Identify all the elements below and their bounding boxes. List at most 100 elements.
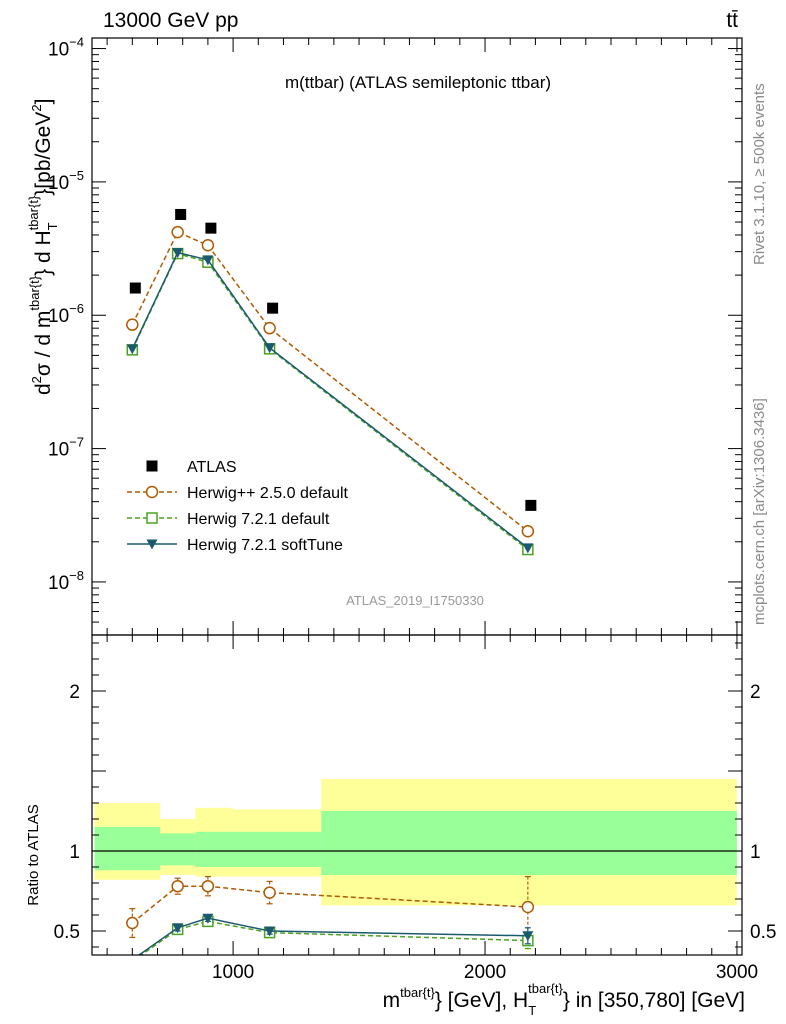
series-main-2 <box>126 248 534 554</box>
legend: ATLAS Herwig++ 2.5.0 default Herwig 7.2.1 … <box>127 459 349 554</box>
x-label-a-sup: tbar{t} <box>400 985 435 1000</box>
ratio-point-2-2 <box>202 913 214 924</box>
band-inner-4 <box>321 811 737 875</box>
ratio-point-0-1 <box>171 879 184 893</box>
x-label-b-sup: tbar{t} <box>528 981 563 996</box>
series-ratio-0 <box>126 875 535 939</box>
y-label-a: d <box>32 383 55 395</box>
series-2-point-4 <box>522 543 534 554</box>
y-label-d: }[pb/GeV <box>32 112 55 196</box>
side-label-bottom: mcplots.cern.ch [arXiv:1306.3436] <box>751 398 768 625</box>
header-right-label: tt̄ <box>726 9 738 32</box>
y-tick-label-exp-1: −7 <box>69 435 84 450</box>
data-point-2 <box>205 222 217 234</box>
data-point-0 <box>129 282 141 294</box>
x-label-b-sub: T <box>528 1003 536 1018</box>
ratio-point-0-3 <box>263 886 276 899</box>
band-inner-1 <box>160 833 196 866</box>
y-tick-label-0: 10−8 <box>48 568 84 594</box>
y-label-a-sup: 2 <box>29 376 44 383</box>
y-label-b: σ / d m <box>32 311 55 376</box>
y-label-e: ] <box>32 99 55 105</box>
y-tick-label-exp-2: −6 <box>69 301 84 316</box>
ratio-point-2-3 <box>264 926 276 937</box>
band-inner-0 <box>94 827 161 871</box>
data-points <box>129 208 537 511</box>
y-tick-label-4: 10−4 <box>48 35 84 61</box>
y-tick-label-exp-3: −5 <box>69 168 84 183</box>
band-inner-2 <box>195 831 234 867</box>
series-main-1 <box>126 247 534 556</box>
ratio-line-1 <box>140 920 528 955</box>
x-axis-label: mtbar{t}} [GeV], HTtbar{t}} in [350,780]… <box>383 981 745 1018</box>
data-point-3 <box>267 302 279 314</box>
chart-title: m(ttbar) (ATLAS semileptonic ttbar) <box>285 73 551 92</box>
ratio-point-0-0 <box>126 916 139 930</box>
ratio-bands <box>94 779 737 906</box>
legend-label-3: Herwig 7.2.1 softTune <box>187 537 343 554</box>
legend-marker-1 <box>145 485 159 499</box>
ratio-frame <box>91 634 743 956</box>
y-tick-label-base-1: 10 <box>48 440 69 461</box>
legend-entry-1: Herwig++ 2.5.0 default <box>127 485 349 502</box>
y-tick-label-base-0: 10 <box>48 573 69 594</box>
ratio-point-2-1 <box>172 923 184 934</box>
legend-entry-3: Herwig 7.2.1 softTune <box>127 537 343 554</box>
y-tick-label-exp-0: −8 <box>69 568 84 583</box>
series-main-0 <box>126 225 535 538</box>
data-point-1 <box>175 208 187 220</box>
series-0-point-0 <box>126 318 139 331</box>
series-0-point-4 <box>521 524 535 538</box>
ratio-tick-label-right-1: 1 <box>750 842 761 863</box>
series-0-point-2 <box>201 238 215 252</box>
ratio-tick-label-right-2: 2 <box>750 682 761 703</box>
y-tick-label-base-2: 10 <box>48 306 69 327</box>
x-label-a: m <box>383 989 401 1012</box>
series-0-point-1 <box>171 225 184 239</box>
y-label-c-sup: tbar{t} <box>26 195 41 230</box>
ratio-point-2-4 <box>522 931 534 942</box>
y-label-b-sup: tbar{t} <box>27 275 42 310</box>
series-2-point-3 <box>264 343 276 354</box>
legend-marker-0 <box>146 460 158 472</box>
legend-marker-3 <box>146 539 158 550</box>
band-inner-3 <box>233 831 322 867</box>
series-line-0 <box>131 231 529 532</box>
x-label-b: } [GeV], H <box>435 989 528 1012</box>
ratio-point-0-4 <box>521 900 535 914</box>
ratio-point-1-0 <box>127 956 137 966</box>
watermark: ATLAS_2019_I1750330 <box>346 593 484 608</box>
legend-marker-2 <box>146 512 158 524</box>
ratio-point-2-0 <box>127 955 138 965</box>
y-tick-label-2: 10−6 <box>48 301 84 327</box>
ratio-point-0-2 <box>201 879 215 893</box>
y-label-d-sup: 2 <box>29 104 44 111</box>
series-2-point-1 <box>172 248 184 259</box>
legend-entry-2: Herwig 7.2.1 default <box>127 511 330 528</box>
legend-label-2: Herwig 7.2.1 default <box>187 511 330 528</box>
ratio-y-axis-label: Ratio to ATLAS <box>25 804 42 905</box>
y-axis-label: d2σ / d mtbar{t}} d HTtbar{t}}[pb/GeV2] <box>26 99 60 395</box>
ratio-tick-label-right-0: 0.5 <box>750 922 776 943</box>
y-tick-label-1: 10−7 <box>48 435 84 461</box>
ratio-tick-label-left-2: 2 <box>69 682 80 703</box>
ratio-plot: 1000 2000 3000 0.5 0.5 1 1 2 2 <box>54 634 776 983</box>
x-tick-label-2: 3000 <box>716 962 758 983</box>
x-tick-label-0: 1000 <box>212 962 254 983</box>
side-label-top: Rivet 3.1.10, ≥ 500k events <box>751 83 768 265</box>
ratio-tick-label-left-0: 0.5 <box>54 922 80 943</box>
ratio-series <box>126 875 535 966</box>
x-tick-label-1: 2000 <box>464 962 506 983</box>
y-tick-label-base-3: 10 <box>48 173 69 194</box>
y-label-c-sub: T <box>45 222 60 230</box>
main-plot: 10−810−710−610−510−4 <box>48 35 743 636</box>
y-tick-label-3: 10−5 <box>48 168 84 194</box>
series-line-1 <box>131 252 529 551</box>
x-label-c: } in [350,780] [GeV] <box>563 989 745 1012</box>
y-tick-label-exp-4: −4 <box>69 35 84 50</box>
header-left-label: 13000 GeV pp <box>103 9 238 32</box>
series-2-point-0 <box>126 344 138 355</box>
data-point-4 <box>525 499 537 511</box>
series-2-point-2 <box>202 255 214 266</box>
y-tick-label-base-4: 10 <box>48 40 69 61</box>
